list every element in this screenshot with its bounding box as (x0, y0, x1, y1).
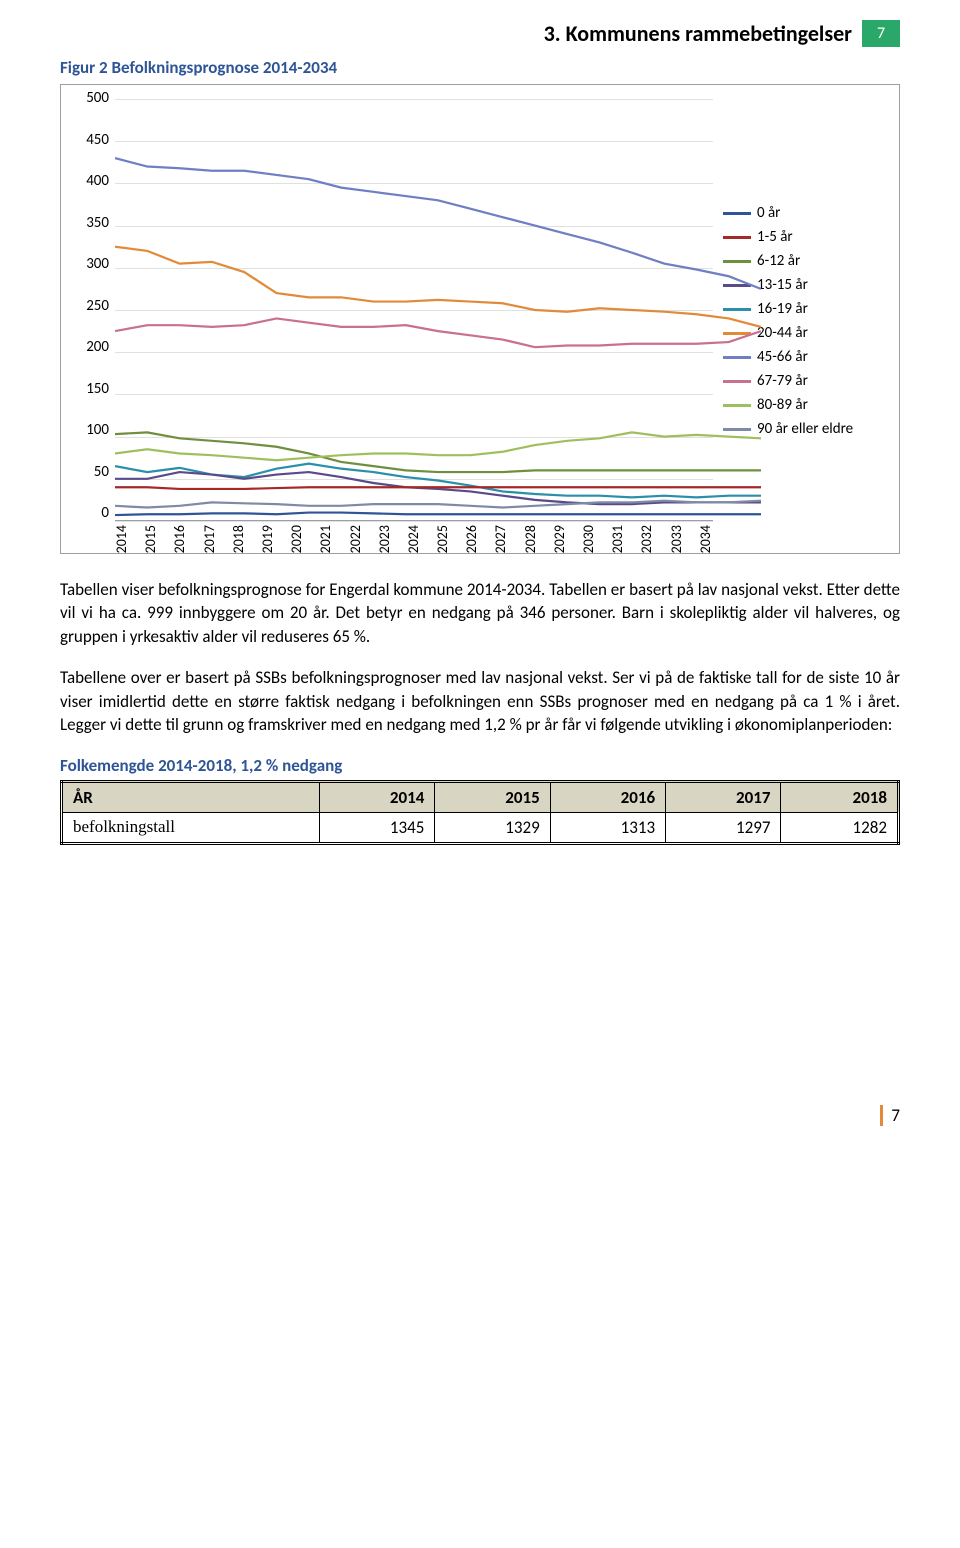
series-80_89_ar (115, 432, 761, 460)
x-tick: 2018 (232, 525, 246, 553)
y-tick: 150 (67, 382, 115, 397)
x-tick: 2031 (611, 525, 625, 553)
legend-label: 45-66 år (757, 348, 808, 366)
x-tick: 2025 (436, 525, 450, 553)
x-tick: 2022 (349, 525, 363, 553)
y-tick: 500 (67, 91, 115, 106)
x-tick: 2027 (494, 525, 508, 553)
table-cell: 1345 (319, 812, 434, 843)
page-footer: 7 (60, 1105, 900, 1126)
series-45_66_ar (115, 158, 761, 289)
series-67_79_ar (115, 318, 761, 347)
x-tick: 2015 (144, 525, 158, 553)
table-header-cell: ÅR (62, 781, 320, 812)
series-0_ar (115, 513, 761, 516)
table-header-cell: 2018 (781, 781, 899, 812)
x-tick: 2026 (465, 525, 479, 553)
footer-page-number: 7 (880, 1105, 900, 1126)
series-6_12_ar (115, 432, 761, 472)
x-tick: 2034 (699, 525, 713, 553)
table-header-cell: 2015 (435, 781, 550, 812)
table-row-label: befolkningstall (62, 812, 320, 843)
y-tick: 250 (67, 299, 115, 314)
x-tick: 2033 (670, 525, 684, 553)
table-cell: 1297 (666, 812, 781, 843)
series-90_eldre (115, 501, 761, 508)
figure-caption: Figur 2 Befolkningsprognose 2014-2034 (60, 57, 900, 78)
y-axis: 500450400350300250200150100500 (67, 91, 115, 521)
legend-label: 16-19 år (757, 300, 808, 318)
x-tick: 2032 (640, 525, 654, 553)
x-tick: 2019 (261, 525, 275, 553)
legend-label: 80-89 år (757, 396, 808, 414)
x-tick: 2023 (378, 525, 392, 553)
table-caption: Folkemengde 2014-2018, 1,2 % nedgang (60, 755, 900, 776)
chart-container: 500450400350300250200150100500 201420152… (60, 84, 900, 554)
x-tick: 2016 (173, 525, 187, 553)
x-axis: 2014 2015 2016 2017 2018 2019 2020 2021 2022 2023… (115, 525, 713, 553)
paragraph-2: Tabellene over er basert på SSBs befolkn… (60, 666, 900, 736)
chart-plot: 500450400350300250200150100500 201420152… (67, 91, 713, 551)
y-tick: 400 (67, 174, 115, 189)
y-tick: 0 (67, 506, 115, 521)
y-tick: 100 (67, 423, 115, 438)
x-tick: 2020 (290, 525, 304, 553)
x-tick: 2021 (319, 525, 333, 553)
table-cell: 1329 (435, 812, 550, 843)
legend-label: 1-5 år (757, 228, 793, 246)
x-axis-line (115, 520, 713, 521)
x-tick: 2014 (115, 525, 129, 553)
population-table: ÅR20142015201620172018 befolkningstall13… (60, 780, 900, 845)
legend-label: 6-12 år (757, 252, 800, 270)
table-cell: 1313 (550, 812, 665, 843)
x-tick: 2029 (553, 525, 567, 553)
y-tick: 300 (67, 257, 115, 272)
x-tick: 2030 (582, 525, 596, 553)
legend-label: 20-44 år (757, 324, 808, 342)
legend-label: 67-79 år (757, 372, 808, 390)
y-tick: 350 (67, 216, 115, 231)
y-tick: 50 (67, 465, 115, 480)
table-header-cell: 2016 (550, 781, 665, 812)
x-tick: 2024 (407, 525, 421, 553)
page-badge: 7 (862, 20, 900, 47)
table-cell: 1282 (781, 812, 899, 843)
y-tick: 200 (67, 340, 115, 355)
section-title: 3. Kommunens rammebetingelser (544, 20, 852, 47)
x-tick: 2017 (203, 525, 217, 553)
legend-label: 90 år eller eldre (757, 420, 853, 438)
legend-label: 13-15 år (757, 276, 808, 294)
chart-lines (115, 99, 761, 521)
x-tick: 2028 (524, 525, 538, 553)
series-16_19_ar (115, 464, 761, 498)
table-header-cell: 2014 (319, 781, 434, 812)
series-20_44_ar (115, 247, 761, 327)
y-tick: 450 (67, 133, 115, 148)
paragraph-1: Tabellen viser befolkningsprognose for E… (60, 578, 900, 648)
table-header-cell: 2017 (666, 781, 781, 812)
